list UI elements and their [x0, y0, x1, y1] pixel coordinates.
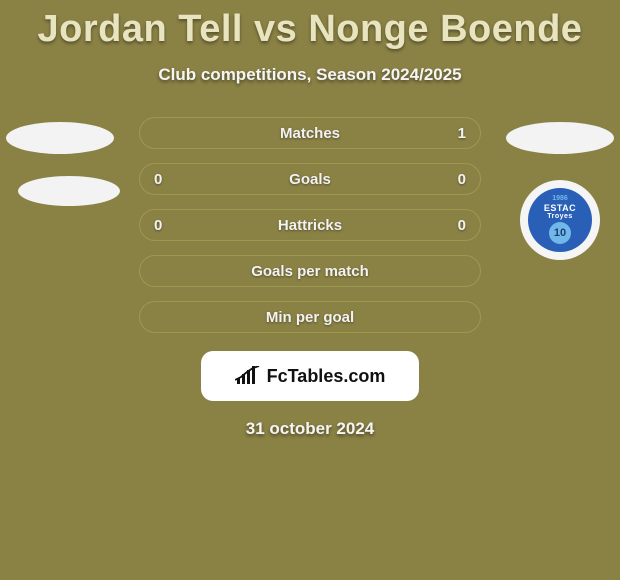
player1-photo-placeholder — [6, 122, 114, 154]
stat-left-value: 0 — [154, 217, 174, 234]
player1-club-placeholder — [18, 176, 120, 206]
stat-label: Matches — [280, 125, 340, 142]
club-badge-number: 10 — [549, 222, 571, 244]
footer-branding: FcTables.com — [201, 351, 419, 401]
stat-row-hattricks: 0 Hattricks 0 — [139, 209, 481, 241]
stat-label: Goals — [289, 171, 331, 188]
stat-row-matches: Matches 1 — [139, 117, 481, 149]
footer-text: FcTables.com — [267, 366, 386, 387]
stat-row-goals-per-match: Goals per match — [139, 255, 481, 287]
stat-right-value: 0 — [446, 217, 466, 234]
stat-row-min-per-goal: Min per goal — [139, 301, 481, 333]
stat-label: Hattricks — [278, 217, 342, 234]
stat-right-value: 1 — [446, 125, 466, 142]
player2-club-badge: 1986 ESTAC Troyes 10 — [520, 180, 600, 260]
club-badge-name: ESTAC — [544, 203, 576, 213]
stat-label: Goals per match — [251, 263, 369, 280]
stat-left-value: 0 — [154, 171, 174, 188]
club-badge-year: 1986 — [552, 195, 568, 202]
page-title: Jordan Tell vs Nonge Boende — [0, 0, 620, 51]
stat-row-goals: 0 Goals 0 — [139, 163, 481, 195]
chart-icon — [235, 366, 261, 386]
player2-photo-placeholder — [506, 122, 614, 154]
club-badge-city: Troyes — [547, 213, 573, 220]
club-badge-inner: 1986 ESTAC Troyes 10 — [528, 188, 592, 252]
stat-right-value: 0 — [446, 171, 466, 188]
date-label: 31 october 2024 — [0, 419, 620, 439]
page-subtitle: Club competitions, Season 2024/2025 — [0, 65, 620, 85]
stat-label: Min per goal — [266, 309, 354, 326]
